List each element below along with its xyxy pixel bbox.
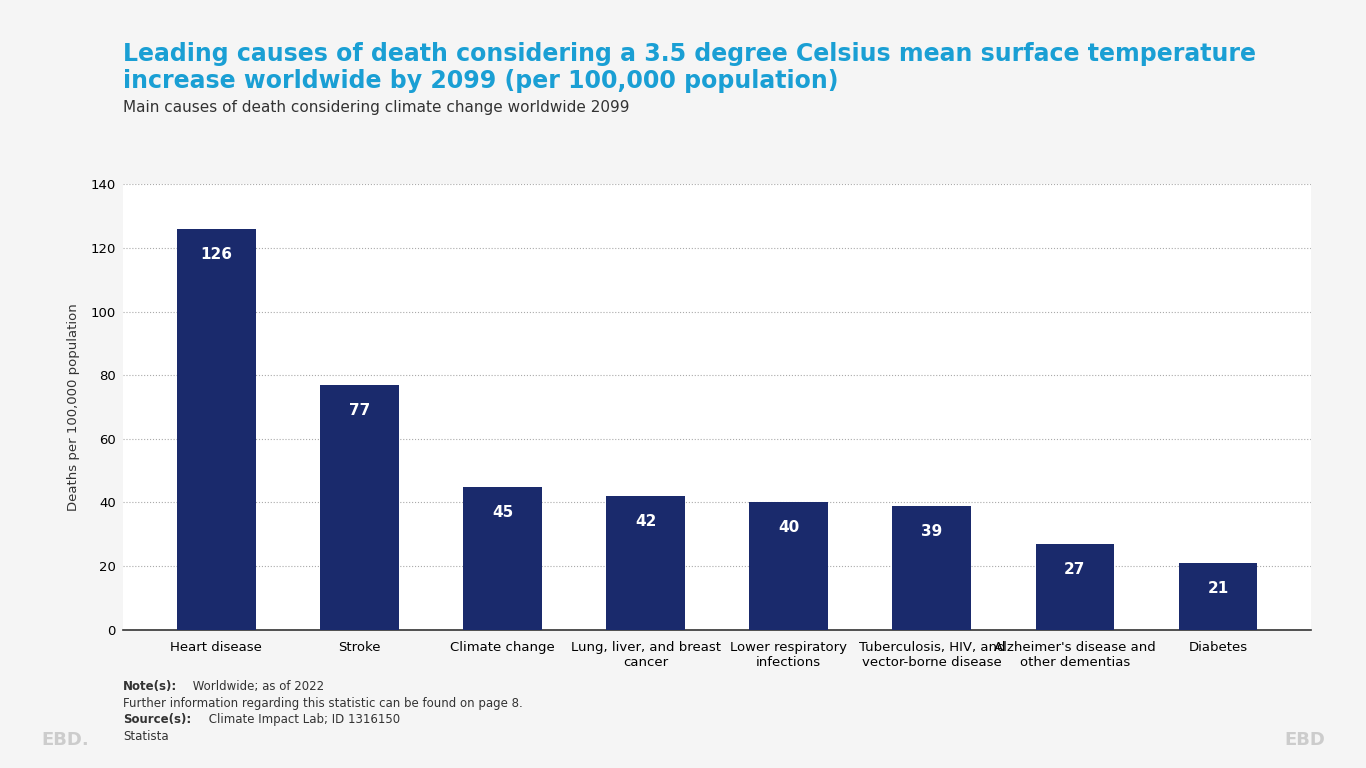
Text: 42: 42 [635,514,656,529]
Bar [607,496,684,630]
Text: 39: 39 [921,524,943,538]
Text: 27: 27 [1064,562,1086,577]
Text: Note(s):: Note(s): [123,680,178,693]
Bar [750,502,828,630]
Y-axis label: Deaths per 100,000 population: Deaths per 100,000 population [67,303,79,511]
Text: Statista: Statista [123,730,168,743]
Text: Climate Impact Lab; ID 1316150: Climate Impact Lab; ID 1316150 [205,713,400,727]
Text: Worldwide; as of 2022: Worldwide; as of 2022 [189,680,324,693]
Text: Main causes of death considering climate change worldwide 2099: Main causes of death considering climate… [123,100,630,115]
Text: Leading causes of death considering a 3.5 degree Celsius mean surface temperatur: Leading causes of death considering a 3.… [123,42,1255,66]
Bar [1179,563,1257,630]
Bar [892,505,971,630]
Text: Further information regarding this statistic can be found on page 8.: Further information regarding this stati… [123,697,523,710]
Bar [1035,544,1115,630]
Text: 77: 77 [348,402,370,418]
Text: Source(s):: Source(s): [123,713,191,727]
Text: 126: 126 [201,247,232,262]
Text: EBD.: EBD. [41,731,89,749]
Bar [178,229,255,630]
Bar [463,487,542,630]
Text: increase worldwide by 2099 (per 100,000 population): increase worldwide by 2099 (per 100,000 … [123,69,839,93]
Text: 21: 21 [1208,581,1228,596]
Bar [320,385,399,630]
Text: 40: 40 [779,521,799,535]
Text: 45: 45 [492,505,514,519]
Text: EBD: EBD [1284,731,1325,749]
